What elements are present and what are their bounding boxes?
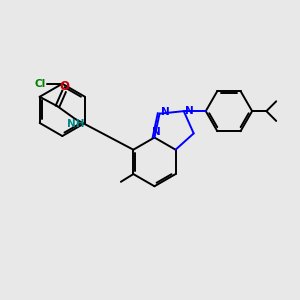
Text: N: N [152,128,160,137]
Text: NH: NH [67,119,85,129]
Text: O: O [60,80,70,93]
Text: Cl: Cl [34,79,45,89]
Text: N: N [161,107,170,117]
Text: N: N [185,106,194,116]
